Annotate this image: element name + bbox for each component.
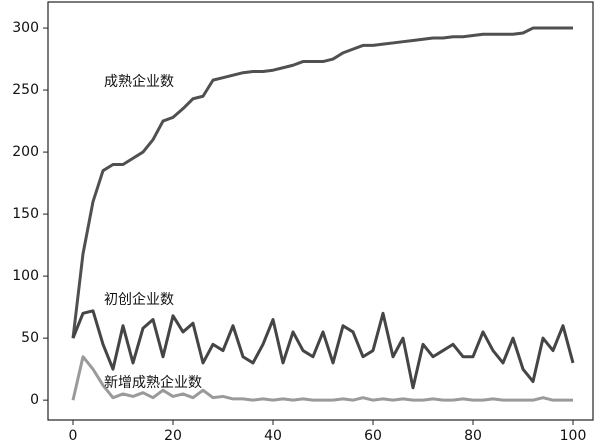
plot-frame: [47, 1, 594, 421]
series-label: 新增成熟企业数: [104, 374, 202, 391]
x-tick-label: 40: [264, 428, 282, 443]
x-tick-label: 20: [164, 428, 182, 443]
y-tick-label: 0: [30, 392, 39, 408]
line-series: [71, 309, 575, 390]
y-tick-label: 250: [12, 82, 39, 98]
series-label: 成熟企业数: [104, 73, 174, 90]
x-tick-label: 0: [69, 428, 78, 443]
y-tick-label: 100: [12, 268, 39, 284]
series-label: 初创企业数: [104, 291, 174, 308]
line-series: [71, 355, 573, 402]
y-tick-label: 50: [21, 330, 39, 346]
y-tick-label: 300: [12, 20, 39, 36]
x-tick-label: 60: [364, 428, 382, 443]
y-tick-label: 150: [12, 206, 39, 222]
x-tick-label: 80: [464, 428, 482, 443]
line-series: [71, 26, 573, 339]
y-tick-label: 200: [12, 144, 39, 160]
x-tick-label: 100: [560, 428, 587, 443]
